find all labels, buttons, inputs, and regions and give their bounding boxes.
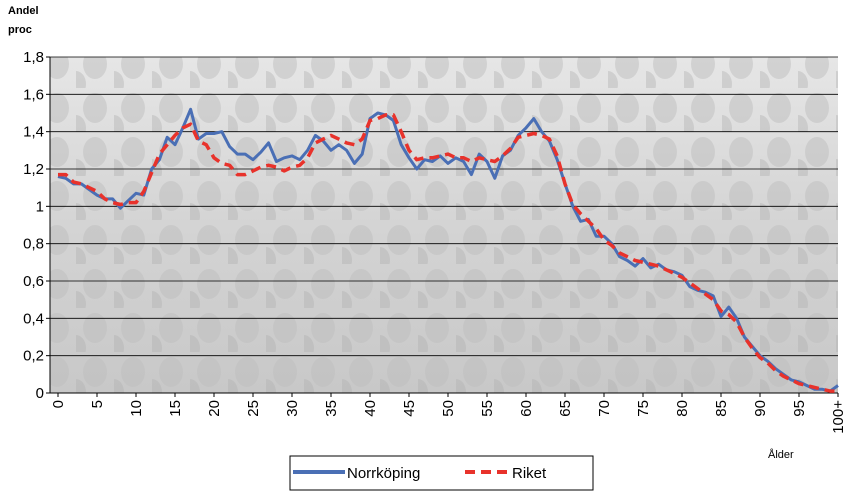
x-tick-label: 25 bbox=[245, 400, 262, 417]
y-tick-label: 1,6 bbox=[23, 86, 44, 103]
y-tick-label: 0,8 bbox=[23, 236, 44, 253]
legend-label: Riket bbox=[512, 465, 547, 482]
y-tick-label: 1 bbox=[36, 198, 44, 215]
x-tick-label: 45 bbox=[401, 400, 418, 417]
x-tick-label: 10 bbox=[128, 400, 145, 417]
y-axis-label: Andel bbox=[8, 5, 39, 17]
x-tick-label: 65 bbox=[557, 400, 574, 417]
x-axis-label: Ålder bbox=[768, 448, 794, 461]
x-tick-label: 80 bbox=[674, 400, 691, 417]
series-line bbox=[58, 113, 838, 393]
x-tick-label: 60 bbox=[518, 400, 535, 417]
x-tick-label: 90 bbox=[752, 400, 769, 417]
x-tick-label: 35 bbox=[323, 400, 340, 417]
series-line bbox=[57, 107, 839, 393]
x-tick-label: 55 bbox=[479, 400, 496, 417]
y-tick-label: 0,2 bbox=[23, 348, 44, 365]
y-tick-label: 1,2 bbox=[23, 161, 44, 178]
x-tick-label: 50 bbox=[440, 400, 457, 417]
y-axis-label: proc bbox=[8, 24, 32, 36]
y-tick-label: 0 bbox=[36, 385, 44, 402]
y-tick-label: 1,4 bbox=[23, 124, 44, 141]
x-tick-label: 95 bbox=[791, 400, 808, 417]
legend-label: Norrköping bbox=[347, 465, 420, 482]
x-tick-label: 85 bbox=[713, 400, 730, 417]
x-tick-label: 100+ bbox=[830, 400, 847, 434]
y-tick-label: 1,8 bbox=[23, 49, 44, 66]
x-tick-label: 75 bbox=[635, 400, 652, 417]
x-tick-label: 20 bbox=[206, 400, 223, 417]
y-tick-label: 0,6 bbox=[23, 273, 44, 290]
x-tick-label: 15 bbox=[167, 400, 184, 417]
x-tick-label: 70 bbox=[596, 400, 613, 417]
x-tick-label: 40 bbox=[362, 400, 379, 417]
y-tick-label: 0,4 bbox=[23, 310, 44, 327]
x-tick-label: 5 bbox=[89, 400, 106, 408]
x-tick-label: 30 bbox=[284, 400, 301, 417]
plot-texture bbox=[50, 57, 838, 393]
x-tick-label: 0 bbox=[50, 400, 67, 408]
